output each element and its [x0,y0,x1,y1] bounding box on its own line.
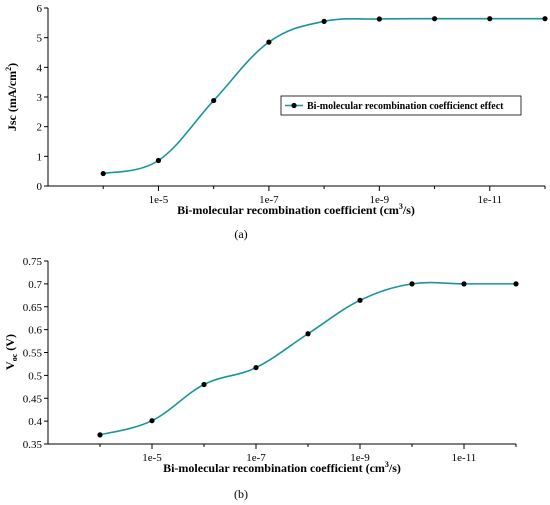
chart-a-x-ticks: 1e-11 1e-9 1e-7 1e-5 [102,186,546,206]
chart-a-y-tick-label: 1 [37,151,43,163]
chart-a-y-tick-label: 3 [37,92,43,104]
chart-a-legend: Bi-molecular recombination coefficienct … [280,95,522,116]
chart-a-series-line [103,17,545,175]
chart-b-x-axis-title: Bi-molecular recombination coefficient (… [163,460,401,475]
chart-b-y-tick-label: 0.7 [28,279,42,291]
chart-b-data-point [253,364,259,371]
chart-a-data-point [487,16,493,22]
chart-a: 0 1 2 3 4 5 6 1e-11 1e-9 1e-7 1e-5 Bi-molecular r… [4,3,548,241]
chart-b-series-line [99,281,516,436]
chart-a-panel-label: (a) [234,227,247,241]
chart-b: 0.350.40.450.50.550.60.650.70.75 1e-111e… [3,256,519,501]
chart-b-y-tick-label: 0.6 [28,325,42,337]
chart-b-data-point [461,281,467,287]
chart-b-x-tick-label: 1e-7 [246,452,266,464]
chart-a-x-tick-label: 1e-11 [477,194,502,206]
chart-a-legend-swatch-marker [291,102,297,109]
chart-a-data-point [155,157,162,164]
chart-b-data-point [513,281,519,287]
chart-a-points [100,16,548,177]
chart-a-y-axis-title: Jsc (mA/cm2) [4,63,19,131]
chart-b-y-tick-label: 0.45 [23,393,43,405]
chart-a-data-point [100,170,106,177]
chart-b-y-tick-label: 0.75 [23,256,43,268]
chart-b-data-point [409,281,415,287]
chart-a-y-tick-label: 0 [37,181,43,193]
chart-a-x-tick-label: 1e-5 [149,194,169,206]
chart-b-y-tick-label: 0.5 [28,370,42,382]
chart-a-y-tick-label: 5 [37,33,43,45]
chart-b-y-tick-label: 0.4 [28,416,42,428]
chart-a-y-tick-label: 4 [37,62,43,74]
chart-a-data-point [266,39,272,45]
chart-b-y-tick-label: 0.55 [23,348,43,360]
chart-b-data-point [149,418,155,424]
chart-a-data-point [321,18,327,24]
chart-a-data-point [376,16,382,22]
chart-a-data-point [542,16,548,22]
chart-a-x-tick-label: 1e-9 [370,194,390,206]
chart-b-y-axis-title: Voc (V) [3,334,19,370]
chart-a-data-point [211,97,217,104]
chart-b-points [97,281,519,438]
chart-a-legend-box [280,95,522,116]
chart-b-data-point [305,331,311,337]
chart-b-y-tick-label: 0.65 [23,302,43,314]
chart-b-x-tick-label: 1e-9 [350,452,370,464]
chart-a-y-ticks: 0 1 2 3 4 5 6 [37,3,48,193]
chart-b-y-ticks: 0.35 0.4 0.45 0.5 0.55 0.6 0.65 0.7 0.75 [23,256,48,451]
chart-b-data-point [201,381,207,388]
chart-a-y-tick-label: 2 [37,122,43,134]
chart-b-data-point [97,432,103,438]
chart-b-data-point [357,297,363,303]
chart-a-y-tick-label: 6 [37,3,43,15]
chart-b-x-ticks: 1e-11 1e-9 1e-7 1e-5 [99,444,517,464]
chart-a-x-axis-title: Bi-molecular recombination coefficient (… [177,202,415,217]
chart-b-x-tick-label: 1e-5 [142,452,162,464]
chart-a-data-point [431,16,438,22]
chart-b-y-tick-label: 0.35 [23,439,43,451]
chart-b-panel-label: (b) [234,487,248,501]
chart-a-x-tick-label: 1e-7 [259,194,279,206]
chart-a-legend-label: Bi-molecular recombination coefficienct … [307,101,504,112]
chart-b-x-tick-label: 1e-11 [452,452,477,464]
